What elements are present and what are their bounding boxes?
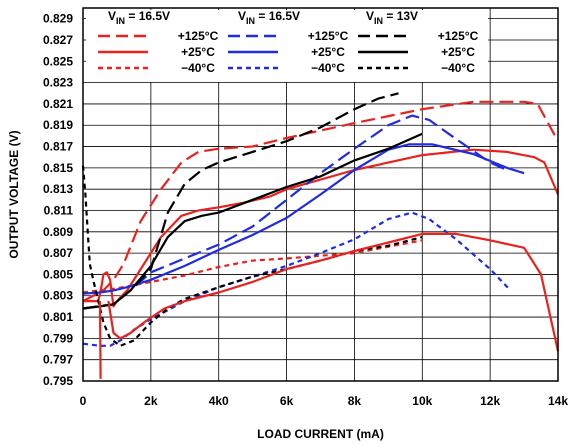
y-tick-label: 0.813: [43, 182, 73, 196]
series-line: [82, 211, 512, 347]
y-tick-label: 0.811: [44, 203, 74, 217]
series-line: [82, 143, 525, 295]
y-tick-label: 0.817: [43, 140, 73, 154]
y-tick-label: 0.801: [43, 310, 73, 324]
y-tick-label: 0.809: [43, 225, 73, 239]
y-tick-label: 0.825: [43, 54, 73, 68]
y-tick-label: 0.815: [43, 161, 73, 175]
y-axis-title: OUTPUT VOLTAGE (V): [7, 130, 21, 258]
legend-label: −40°C: [181, 61, 215, 75]
x-tick-label: 14k: [548, 394, 568, 408]
grid: [83, 8, 558, 381]
legend-label: +25°C: [181, 45, 215, 59]
series-line: [82, 114, 508, 310]
legend-label: −40°C: [311, 61, 345, 75]
y-tick-label: 0.803: [43, 289, 73, 303]
series-group: [81, 92, 560, 379]
y-tick-label: 0.799: [43, 331, 73, 345]
x-tick-label: 12k: [480, 394, 500, 408]
legend-group-title: VIN = 13V: [366, 9, 418, 26]
y-axis-ticks: 0.795 0.797 0.799 0.801 0.803 0.805 0.807 0.809…: [43, 12, 73, 388]
y-tick-label: 0.829: [43, 12, 73, 26]
x-tick-label: 8k: [348, 394, 362, 408]
legend-label: −40°C: [441, 61, 475, 75]
plot-frame: [82, 7, 559, 382]
x-tick-label: 2k: [144, 394, 158, 408]
legend-group-title: VIN = 16.5V: [238, 9, 300, 26]
y-tick-label: 0.805: [43, 267, 73, 281]
y-tick-label: 0.807: [43, 246, 73, 260]
series-line: [82, 100, 559, 303]
legend-label: +125°C: [438, 29, 479, 43]
series-line: [83, 148, 560, 308]
legend-box: [86, 10, 488, 82]
x-tick-label: 6k: [280, 394, 294, 408]
legend-label: +25°C: [311, 45, 345, 59]
y-tick-label: 0.795: [43, 374, 73, 388]
x-tick-label: 10k: [412, 394, 432, 408]
legend-label: +125°C: [308, 29, 349, 43]
x-axis-title: LOAD CURRENT (mA): [257, 427, 384, 441]
y-tick-label: 0.797: [43, 353, 73, 367]
y-tick-label: 0.823: [43, 76, 73, 90]
series-line: [98, 301, 102, 379]
legend-label: +125°C: [178, 29, 219, 43]
series-line: [81, 165, 423, 347]
series-line: [82, 132, 423, 310]
x-axis-ticks: 0 2k 4k0 6k 8k 10k 12k 14k: [80, 394, 569, 408]
x-tick-label: 4k0: [209, 394, 229, 408]
legend-label: +25°C: [441, 45, 475, 59]
y-tick-label: 0.827: [43, 33, 73, 47]
series-line: [107, 232, 560, 352]
x-tick-label: 0: [80, 394, 87, 408]
y-tick-label: 0.819: [43, 118, 73, 132]
y-tick-label: 0.821: [43, 97, 73, 111]
series-line: [82, 92, 399, 310]
